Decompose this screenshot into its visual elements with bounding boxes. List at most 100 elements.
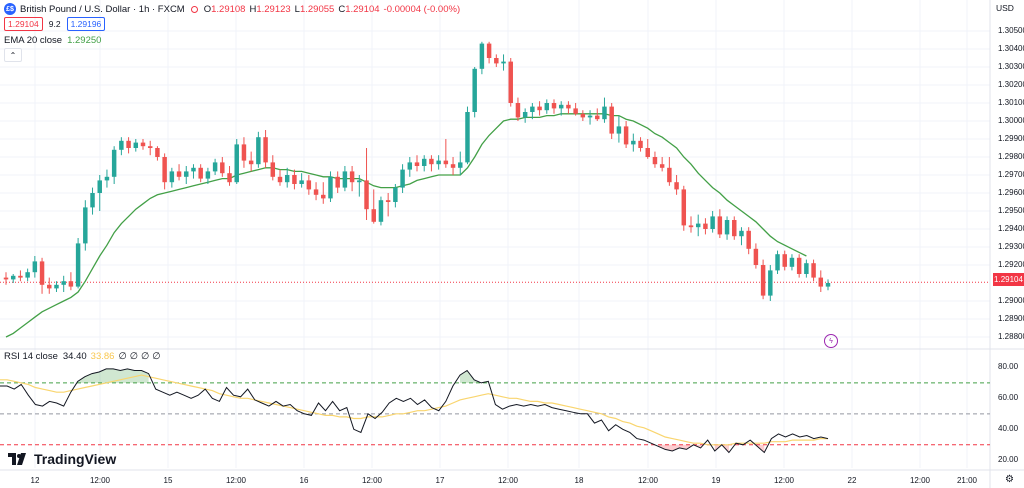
candle-body	[378, 200, 384, 222]
spread-value: 9.2	[48, 19, 61, 29]
candle-body	[450, 164, 456, 168]
candle-body	[407, 162, 413, 170]
candle-body	[652, 157, 658, 165]
ohlc-close: C1.29104	[338, 3, 380, 15]
candle-body	[364, 180, 369, 210]
candle-body	[465, 112, 470, 163]
symbol-title[interactable]: British Pound / U.S. Dollar · 1h · FXCM	[20, 3, 185, 15]
ema-legend[interactable]: EMA 20 close 1.29250	[4, 35, 101, 46]
candle-body	[508, 61, 513, 103]
candle-body	[587, 115, 593, 118]
rsi-tick-label: 40.00	[998, 424, 1019, 434]
candle-body	[212, 162, 218, 172]
tradingview-logo-icon	[8, 453, 26, 465]
candle-body	[551, 103, 557, 109]
price-tick-label: 1.30200	[998, 80, 1024, 89]
pound-dollar-icon: £$	[4, 3, 16, 15]
candle-body	[97, 180, 102, 193]
candle-body	[61, 281, 66, 285]
candle-body	[479, 43, 485, 69]
candle-body	[530, 106, 535, 112]
price-tick-label: 1.30000	[998, 116, 1024, 125]
candle-body	[321, 194, 326, 199]
candle-body	[472, 68, 477, 112]
candle-body	[184, 171, 189, 177]
candle-body	[140, 142, 146, 147]
candle-body	[688, 225, 694, 228]
candle-body	[667, 167, 672, 183]
candle-body	[825, 283, 831, 287]
candle-body	[162, 157, 167, 183]
time-tick-label: 12:00	[637, 476, 659, 485]
candle-body	[119, 140, 124, 150]
candle-body	[133, 142, 139, 148]
last-price-label: 1.29104	[993, 273, 1024, 286]
price-tick-label: 1.29900	[998, 134, 1024, 143]
lightning-icon[interactable]: ϟ	[824, 334, 838, 348]
candle-body	[198, 167, 203, 179]
time-tick-label: 16	[299, 476, 309, 485]
price-tick-label: 1.29300	[998, 242, 1024, 251]
time-tick-label: 22	[847, 476, 857, 485]
time-tick-label: 19	[711, 476, 721, 485]
buy-price-button[interactable]: 1.29196	[66, 17, 106, 31]
candle-body	[616, 126, 622, 134]
candle-body	[796, 257, 802, 274]
candle-body	[580, 113, 586, 118]
candle-body	[595, 115, 600, 120]
price-tick-label: 1.28900	[998, 314, 1024, 323]
candle-body	[47, 284, 52, 289]
time-tick-label: 17	[435, 476, 445, 485]
rsi-empty-value: ∅	[129, 351, 138, 362]
time-tick-label: 18	[574, 476, 584, 485]
price-tick-label: 1.29500	[998, 206, 1024, 215]
candle-body	[313, 189, 319, 195]
gear-icon[interactable]: ⚙	[1005, 474, 1014, 485]
symbol-legend[interactable]: £$ British Pound / U.S. Dollar · 1h · FX…	[4, 2, 464, 16]
candle-body	[818, 277, 824, 287]
candle-body	[299, 180, 304, 184]
candle-body	[277, 176, 283, 183]
candle-body	[328, 176, 333, 199]
time-tick-label: 21:00	[956, 476, 978, 485]
rsi-legend[interactable]: RSI 14 close 34.40 33.86 ∅ ∅ ∅ ∅	[4, 351, 164, 362]
rsi-ma-line	[0, 374, 828, 446]
candle-body	[241, 144, 247, 161]
candle-body	[558, 104, 564, 109]
candle-body	[789, 257, 795, 267]
currency-label[interactable]: USD	[996, 3, 1014, 13]
candle-body	[32, 261, 38, 273]
tradingview-logo[interactable]: TradingView	[8, 451, 116, 467]
candle-body	[18, 275, 23, 278]
rsi-empty-value: ∅	[152, 351, 161, 362]
candle-body	[357, 180, 362, 183]
candle-body	[169, 171, 175, 183]
candle-body	[717, 216, 723, 235]
time-tick-label: 12:00	[773, 476, 795, 485]
price-tick-label: 1.29000	[998, 296, 1024, 305]
candle-body	[436, 160, 441, 165]
candle-body	[522, 112, 528, 118]
candle-body	[486, 43, 492, 58]
candle-body	[234, 144, 239, 183]
candle-body	[710, 216, 715, 229]
candle-body	[703, 223, 708, 229]
candle-body	[385, 200, 391, 202]
price-tick-label: 1.29400	[998, 224, 1024, 233]
candle-body	[494, 58, 499, 64]
candle-body	[739, 230, 744, 237]
candle-body	[126, 140, 131, 148]
price-tick-label: 1.30300	[998, 62, 1024, 71]
rsi-tick-label: 80.00	[998, 362, 1019, 372]
ohlc-high: H1.29123	[249, 3, 291, 15]
price-tick-label: 1.29800	[998, 152, 1024, 161]
time-tick-label: 12:00	[909, 476, 931, 485]
candle-body	[760, 265, 766, 296]
price-tick-label: 1.28800	[998, 332, 1024, 341]
sell-price-button[interactable]: 1.29104	[4, 17, 43, 31]
collapse-legend-button[interactable]: ⌃	[4, 48, 22, 62]
rsi-tick-label: 60.00	[998, 393, 1019, 403]
rsi-zone-fill	[714, 444, 729, 453]
